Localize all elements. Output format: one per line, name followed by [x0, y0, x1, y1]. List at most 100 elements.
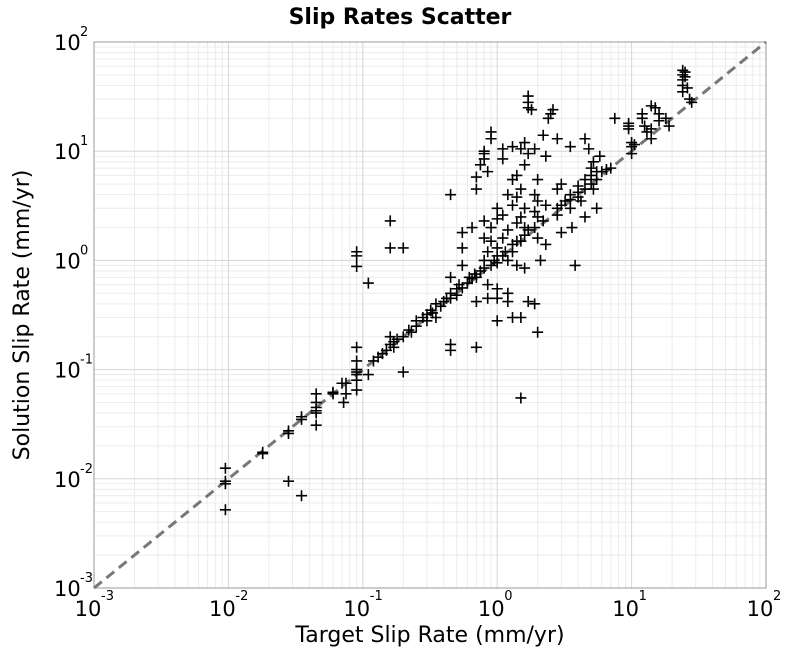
data-point: [515, 235, 527, 247]
data-point: [219, 478, 231, 490]
data-point: [397, 366, 409, 378]
x-tick-base: 10: [747, 597, 774, 621]
x-tick-base: 10: [343, 597, 370, 621]
x-tick-exponent: 2: [773, 589, 781, 604]
data-point: [587, 156, 599, 168]
x-tick-label: 10-2: [209, 589, 248, 621]
data-points: [219, 64, 698, 516]
data-point: [491, 257, 503, 269]
data-point: [564, 202, 576, 214]
y-tick-base: 10: [54, 359, 81, 383]
data-point: [445, 271, 457, 283]
data-point: [564, 141, 576, 153]
data-point: [579, 211, 591, 223]
data-point: [645, 133, 657, 145]
data-point: [219, 504, 231, 516]
data-point: [351, 250, 363, 262]
data-point: [639, 120, 651, 132]
data-point: [478, 254, 490, 266]
data-point: [572, 180, 584, 192]
data-point: [296, 490, 308, 502]
data-point: [502, 254, 514, 266]
data-point: [515, 311, 527, 323]
data-point: [445, 344, 457, 356]
data-point: [491, 283, 503, 295]
data-point: [515, 143, 527, 155]
data-point: [338, 396, 350, 408]
data-point: [470, 341, 482, 353]
data-point: [491, 202, 503, 214]
data-point: [310, 419, 322, 431]
x-tick-base: 10: [478, 597, 505, 621]
data-point: [566, 222, 578, 234]
plot-frame: [93, 41, 767, 589]
data-point: [327, 388, 339, 400]
data-point: [497, 153, 509, 165]
data-point: [529, 298, 541, 310]
data-point: [296, 413, 308, 425]
data-point: [519, 159, 531, 171]
data-point: [636, 112, 648, 124]
data-point: [679, 71, 691, 83]
data-point: [529, 189, 541, 201]
data-point: [542, 112, 554, 124]
x-tick-exponent: -1: [370, 589, 383, 604]
data-point: [456, 242, 468, 254]
data-point: [219, 462, 231, 474]
data-point: [594, 150, 606, 162]
data-point: [485, 222, 497, 234]
data-point: [623, 123, 635, 135]
y-tick-base: 10: [54, 31, 81, 55]
x-tick-label: 10-3: [75, 589, 114, 621]
data-point: [485, 235, 497, 247]
data-point: [502, 189, 514, 201]
data-point: [507, 141, 519, 153]
data-point: [351, 384, 363, 396]
data-point: [579, 133, 591, 145]
data-point: [555, 178, 567, 190]
data-point: [384, 242, 396, 254]
data-point: [529, 143, 541, 155]
y-tick-label: 10 2: [54, 25, 88, 55]
x-tick-base: 10: [612, 597, 639, 621]
chart-title: Slip Rates Scatter: [289, 5, 512, 30]
y-tick-base: 10: [54, 577, 81, 601]
data-point: [522, 224, 534, 236]
data-point: [515, 211, 527, 223]
data-point: [491, 213, 503, 225]
data-point: [609, 112, 621, 124]
data-point: [497, 143, 509, 155]
data-point: [515, 392, 527, 404]
data-point: [681, 82, 693, 94]
data-point: [445, 292, 457, 304]
data-point: [526, 104, 538, 116]
x-tick-exponent: 1: [639, 589, 647, 604]
data-point: [540, 238, 552, 250]
data-point: [626, 141, 638, 153]
data-point: [410, 315, 422, 327]
y-axis-label: Solution Slip Rate (mm/yr): [10, 170, 35, 461]
data-point: [587, 183, 599, 195]
data-point: [663, 120, 675, 132]
y-tick-exponent: 2: [80, 25, 88, 40]
data-point: [540, 150, 552, 162]
data-point: [474, 159, 486, 171]
data-point: [478, 215, 490, 227]
y-tick-exponent: 0: [80, 243, 88, 258]
data-point: [519, 262, 531, 274]
data-point: [547, 104, 559, 116]
data-point: [362, 277, 374, 289]
data-point: [445, 189, 457, 201]
data-point: [362, 369, 374, 381]
data-point: [529, 222, 541, 234]
data-point: [282, 427, 294, 439]
data-point: [551, 133, 563, 145]
data-point: [537, 215, 549, 227]
data-point: [540, 199, 552, 211]
data-point: [507, 246, 519, 258]
data-point: [575, 195, 587, 207]
data-point: [456, 227, 468, 239]
data-point: [430, 298, 442, 310]
